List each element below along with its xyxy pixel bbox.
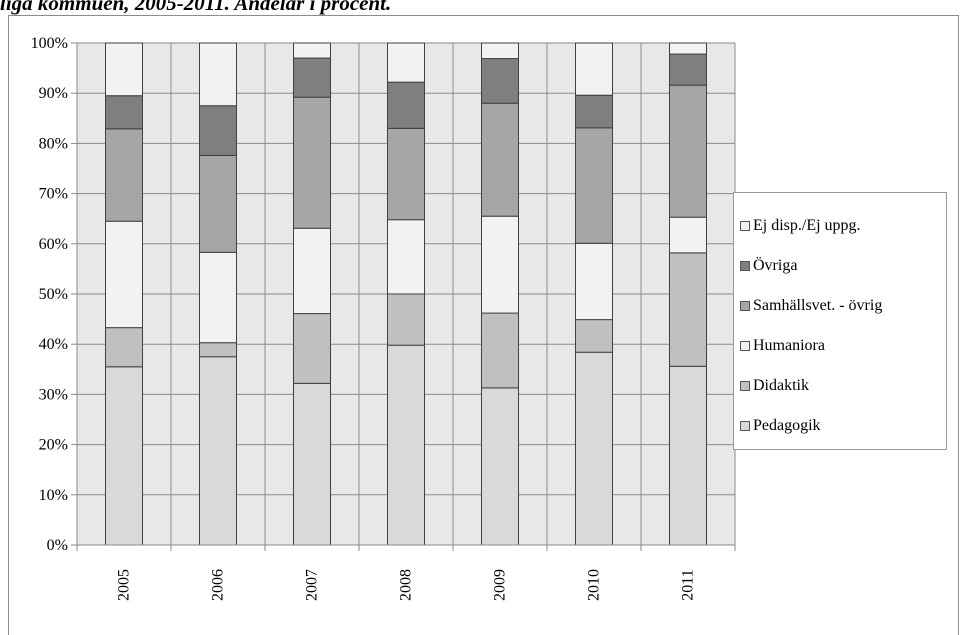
legend-label: Pedagogik xyxy=(753,417,821,434)
legend-label: Ej disp./Ej uppg. xyxy=(753,217,861,234)
chart-frame xyxy=(8,15,959,635)
bar-segment xyxy=(387,127,425,221)
bar-segment xyxy=(575,94,613,129)
y-tick-label: 90% xyxy=(39,85,68,102)
legend-swatch xyxy=(740,341,750,351)
y-tick-label: 20% xyxy=(39,437,68,454)
x-tick-label: 2005 xyxy=(116,569,133,601)
bar-segment xyxy=(293,227,331,315)
bar-segment xyxy=(105,42,143,97)
legend-label: Samhällsvet. - övrig xyxy=(753,297,883,314)
legend-entry: Samhällsvet. - övrig xyxy=(734,286,946,326)
bars xyxy=(105,42,707,546)
bar-segment xyxy=(199,342,237,358)
bar-segment xyxy=(481,58,519,104)
x-tick-label: 2011 xyxy=(680,569,697,600)
x-tick-label: 2009 xyxy=(492,569,509,601)
legend-entry: Ej disp./Ej uppg. xyxy=(734,206,946,246)
stacked-bar-chart: 0% 10% 20% 30% 40% 50% 60% 70% 80% 90% 100% 2005 200… xyxy=(31,35,736,601)
bar-segment xyxy=(669,216,707,254)
bar-segment xyxy=(669,365,707,546)
legend-swatch xyxy=(740,221,750,231)
y-tick-label: 70% xyxy=(39,186,68,203)
bar-segment xyxy=(387,344,425,546)
legend-label: Övriga xyxy=(753,257,798,274)
x-tick-label: 2008 xyxy=(398,569,415,601)
bar-segment xyxy=(387,219,425,295)
legend-entry: Didaktik xyxy=(734,366,946,406)
bar-segment xyxy=(293,313,331,384)
bar-segment xyxy=(105,327,143,368)
bar-segment xyxy=(481,102,519,217)
y-tick-label: 30% xyxy=(39,386,68,403)
y-tick-label: 80% xyxy=(39,135,68,152)
x-tick-label: 2006 xyxy=(210,569,227,601)
legend-entry: Pedagogik xyxy=(734,406,946,446)
legend: Ej disp./Ej uppg. Övriga Samhällsvet. - öv… xyxy=(733,192,947,450)
bar-segment xyxy=(105,366,143,546)
axes: 0% 10% 20% 30% 40% 50% 60% 70% 80% 90% 100% 2005 200… xyxy=(31,35,736,601)
bar-segment xyxy=(669,252,707,367)
bar-segment xyxy=(481,312,519,389)
y-tick-label: 100% xyxy=(31,35,68,52)
bar-segment xyxy=(199,356,237,546)
bar-segment xyxy=(575,42,613,96)
bar-segment xyxy=(293,42,331,59)
bar-segment xyxy=(669,42,707,55)
y-tick-label: 10% xyxy=(39,487,68,504)
bar-segment xyxy=(105,95,143,130)
y-tick-label: 50% xyxy=(39,286,68,303)
bar-segment xyxy=(575,351,613,546)
legend-swatch xyxy=(740,261,750,271)
bar-segment xyxy=(293,57,331,98)
bar-segment xyxy=(481,42,519,60)
bar-segment xyxy=(199,105,237,156)
legend-label: Didaktik xyxy=(753,377,809,394)
bar-segment xyxy=(481,387,519,546)
legend-entry: Humaniora xyxy=(734,326,946,366)
x-tick-label: 2007 xyxy=(304,569,321,601)
bar-segment xyxy=(293,96,331,229)
y-tick-label: 60% xyxy=(39,236,68,253)
bar-segment xyxy=(669,53,707,86)
legend-entry: Övriga xyxy=(734,246,946,286)
bar-segment xyxy=(199,251,237,344)
bar-segment xyxy=(199,154,237,253)
legend-swatch xyxy=(740,381,750,391)
bar-segment xyxy=(575,242,613,321)
bar-segment xyxy=(105,128,143,222)
bar-segment xyxy=(669,84,707,218)
bar-segment xyxy=(293,382,331,546)
legend-swatch xyxy=(740,301,750,311)
y-tick-label: 0% xyxy=(47,537,68,554)
bar-segment xyxy=(481,215,519,314)
bar-segment xyxy=(387,42,425,83)
bar-segment xyxy=(387,293,425,346)
bar-segment xyxy=(387,81,425,129)
legend-label: Humaniora xyxy=(753,337,825,354)
bar-segment xyxy=(105,220,143,329)
bar-segment xyxy=(199,42,237,107)
bar-segment xyxy=(575,319,613,353)
y-tick-label: 40% xyxy=(39,336,68,353)
chart-title: liga kommuen, 2005-2011. Andelar i proce… xyxy=(0,0,392,15)
x-tick-label: 2010 xyxy=(586,569,603,601)
bar-segment xyxy=(575,127,613,244)
legend-swatch xyxy=(740,421,750,431)
